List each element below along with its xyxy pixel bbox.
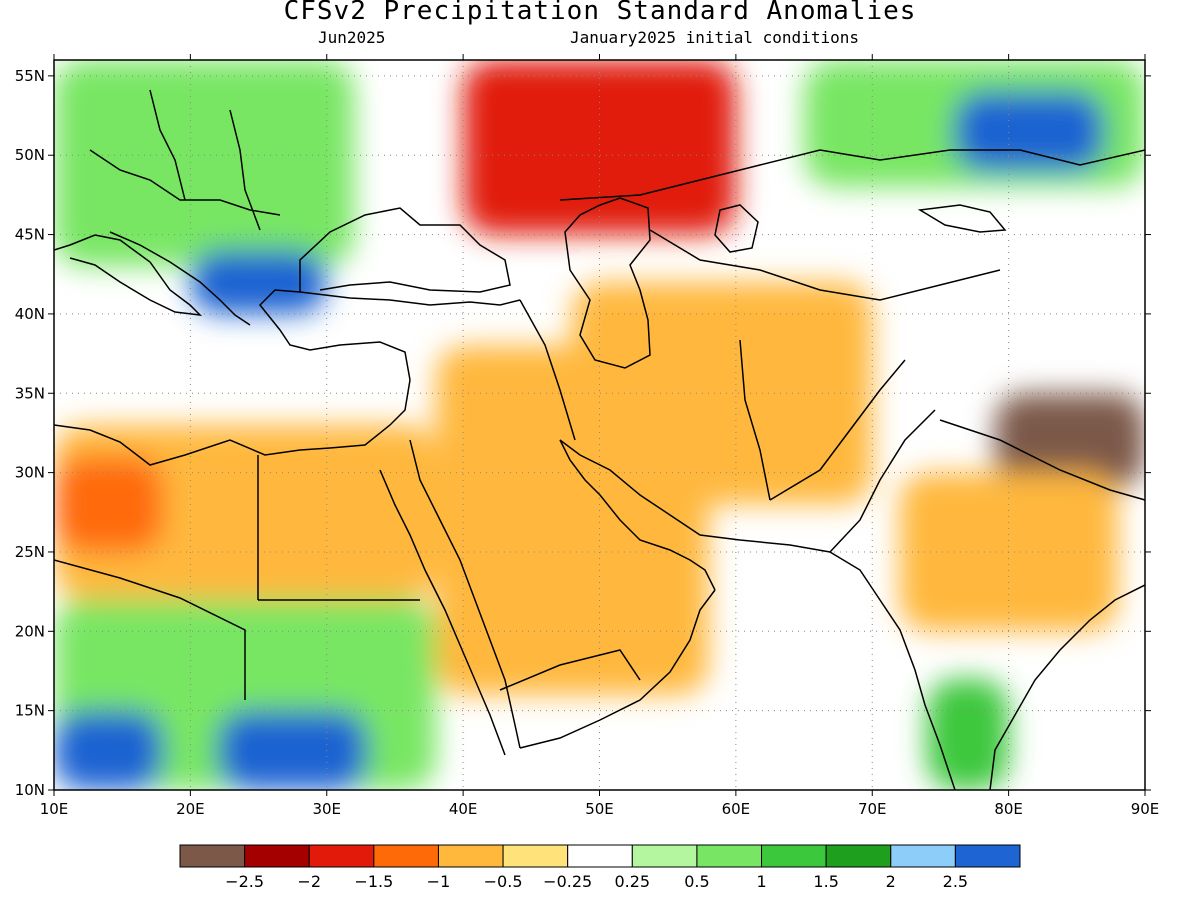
colorbar-swatch [308, 844, 375, 868]
border-iraq-iran [519, 299, 576, 441]
lat-tick-label: 45N [15, 226, 45, 244]
colorbar-label: 1.5 [813, 872, 838, 891]
anomaly-sudan-very-wet [217, 710, 368, 790]
border-russia-kazakhstan [559, 149, 1145, 201]
arabia-south-coastline [519, 589, 716, 749]
anomaly-russia-dry [463, 60, 736, 235]
lon-tick-label: 90E [1131, 800, 1160, 818]
colorbar-swatch [502, 844, 569, 868]
lon-tick-label: 50E [585, 800, 614, 818]
anomaly-iran-afghanistan-dry [572, 282, 873, 505]
black-sea-coastline [299, 207, 511, 293]
colorbar-label: 2 [886, 872, 896, 891]
lat-tick-label: 10N [15, 781, 45, 799]
lat-tick-label: 15N [15, 702, 45, 720]
border-iran-afghanistan [739, 339, 771, 501]
colorbar-swatch [373, 844, 439, 868]
india-west-coastline [829, 551, 956, 790]
india-east-coastline [989, 584, 1145, 790]
lon-tick-label: 70E [858, 800, 887, 818]
colorbar: −2.5 −2 −1.5 −1 −0.5 −0.25 0.25 0.5 1 1.5 2 2.5 [179, 844, 1021, 891]
colorbar-swatch [890, 844, 956, 868]
lat-tick-label: 25N [15, 543, 45, 561]
border-europe-2 [149, 89, 186, 201]
lat-tick-label: 50N [15, 146, 45, 164]
map-title: CFSv2 Precipitation Standard Anomalies [283, 0, 917, 26]
border-europe-1 [89, 149, 281, 216]
lon-tick-label: 80E [994, 800, 1023, 818]
colorbar-swatch [954, 844, 1021, 868]
caspian-sea-coastline [564, 197, 651, 369]
colorbar-label: 0.5 [684, 872, 709, 891]
axes: 10E 20E 30E 40E 50E 60E 70E 80E 90E 10N 15N 20N 25N 3… [15, 54, 1160, 818]
colorbar-swatch [761, 844, 827, 868]
anomaly-tibet-very-dry [994, 393, 1145, 489]
lat-tick-label: 40N [15, 305, 45, 323]
lat-tick-label: 30N [15, 464, 45, 482]
colorbar-swatch [631, 844, 698, 868]
border-saudi-yemen [499, 649, 641, 691]
anomaly-south-india-wet [926, 678, 1009, 790]
colorbar-swatch [825, 844, 892, 868]
turkey-coastline [258, 289, 521, 381]
colorbar-label: 0.25 [614, 872, 650, 891]
persian-gulf-coastline [559, 439, 716, 591]
colorbar-label: −0.5 [484, 872, 523, 891]
red-sea-west-coastline [379, 469, 506, 756]
colorbar-swatch [696, 844, 763, 868]
colorbar-label: −0.25 [543, 872, 592, 891]
lon-tick-label: 60E [722, 800, 751, 818]
border-sahel-north [54, 559, 246, 700]
coastlines-and-borders [54, 89, 1145, 790]
colorbar-label: −1.5 [354, 872, 393, 891]
balkan-coastline [109, 231, 251, 326]
border-kazakhstan-south [649, 229, 1001, 301]
border-europe-3 [229, 109, 261, 231]
colorbar-swatch [179, 844, 246, 868]
colorbar-label: 1 [756, 872, 766, 891]
iran-south-coastline [559, 439, 831, 553]
lat-tick-label: 35N [15, 384, 45, 402]
lon-tick-label: 30E [312, 800, 341, 818]
border-pakistan-india [829, 409, 936, 553]
colorbar-label: −1 [427, 872, 451, 891]
colorbar-swatch [244, 844, 310, 868]
anomaly-chad-very-wet [54, 710, 164, 790]
colorbar-label: −2.5 [225, 872, 264, 891]
anomaly-kazakhstan-very-wet [954, 91, 1105, 172]
italy-coastline [54, 234, 203, 317]
colorbar-swatch [567, 844, 633, 868]
map-panel [54, 60, 1145, 790]
lon-tick-label: 10E [40, 800, 69, 818]
initial-conditions-label: January2025 initial conditions [570, 28, 859, 47]
lat-tick-label: 55N [15, 67, 45, 85]
arabia-west-coastline [409, 439, 521, 749]
north-africa-coastline [54, 379, 411, 466]
border-china-tibet [939, 419, 1145, 501]
border-afghanistan-pakistan [769, 359, 906, 501]
lake-balkhash-coastline [917, 204, 1007, 233]
lon-tick-label: 40E [449, 800, 478, 818]
colorbar-label: 2.5 [943, 872, 968, 891]
lat-tick-label: 20N [15, 622, 45, 640]
colorbar-label: −2 [297, 872, 321, 891]
anomaly-balkans-very-wet [190, 250, 327, 314]
forecast-month: Jun2025 [318, 28, 386, 47]
colorbar-swatch [437, 844, 504, 868]
anomaly-libya-dry-core [54, 456, 164, 552]
aral-sea-coastline [714, 204, 759, 253]
lon-tick-label: 20E [176, 800, 205, 818]
